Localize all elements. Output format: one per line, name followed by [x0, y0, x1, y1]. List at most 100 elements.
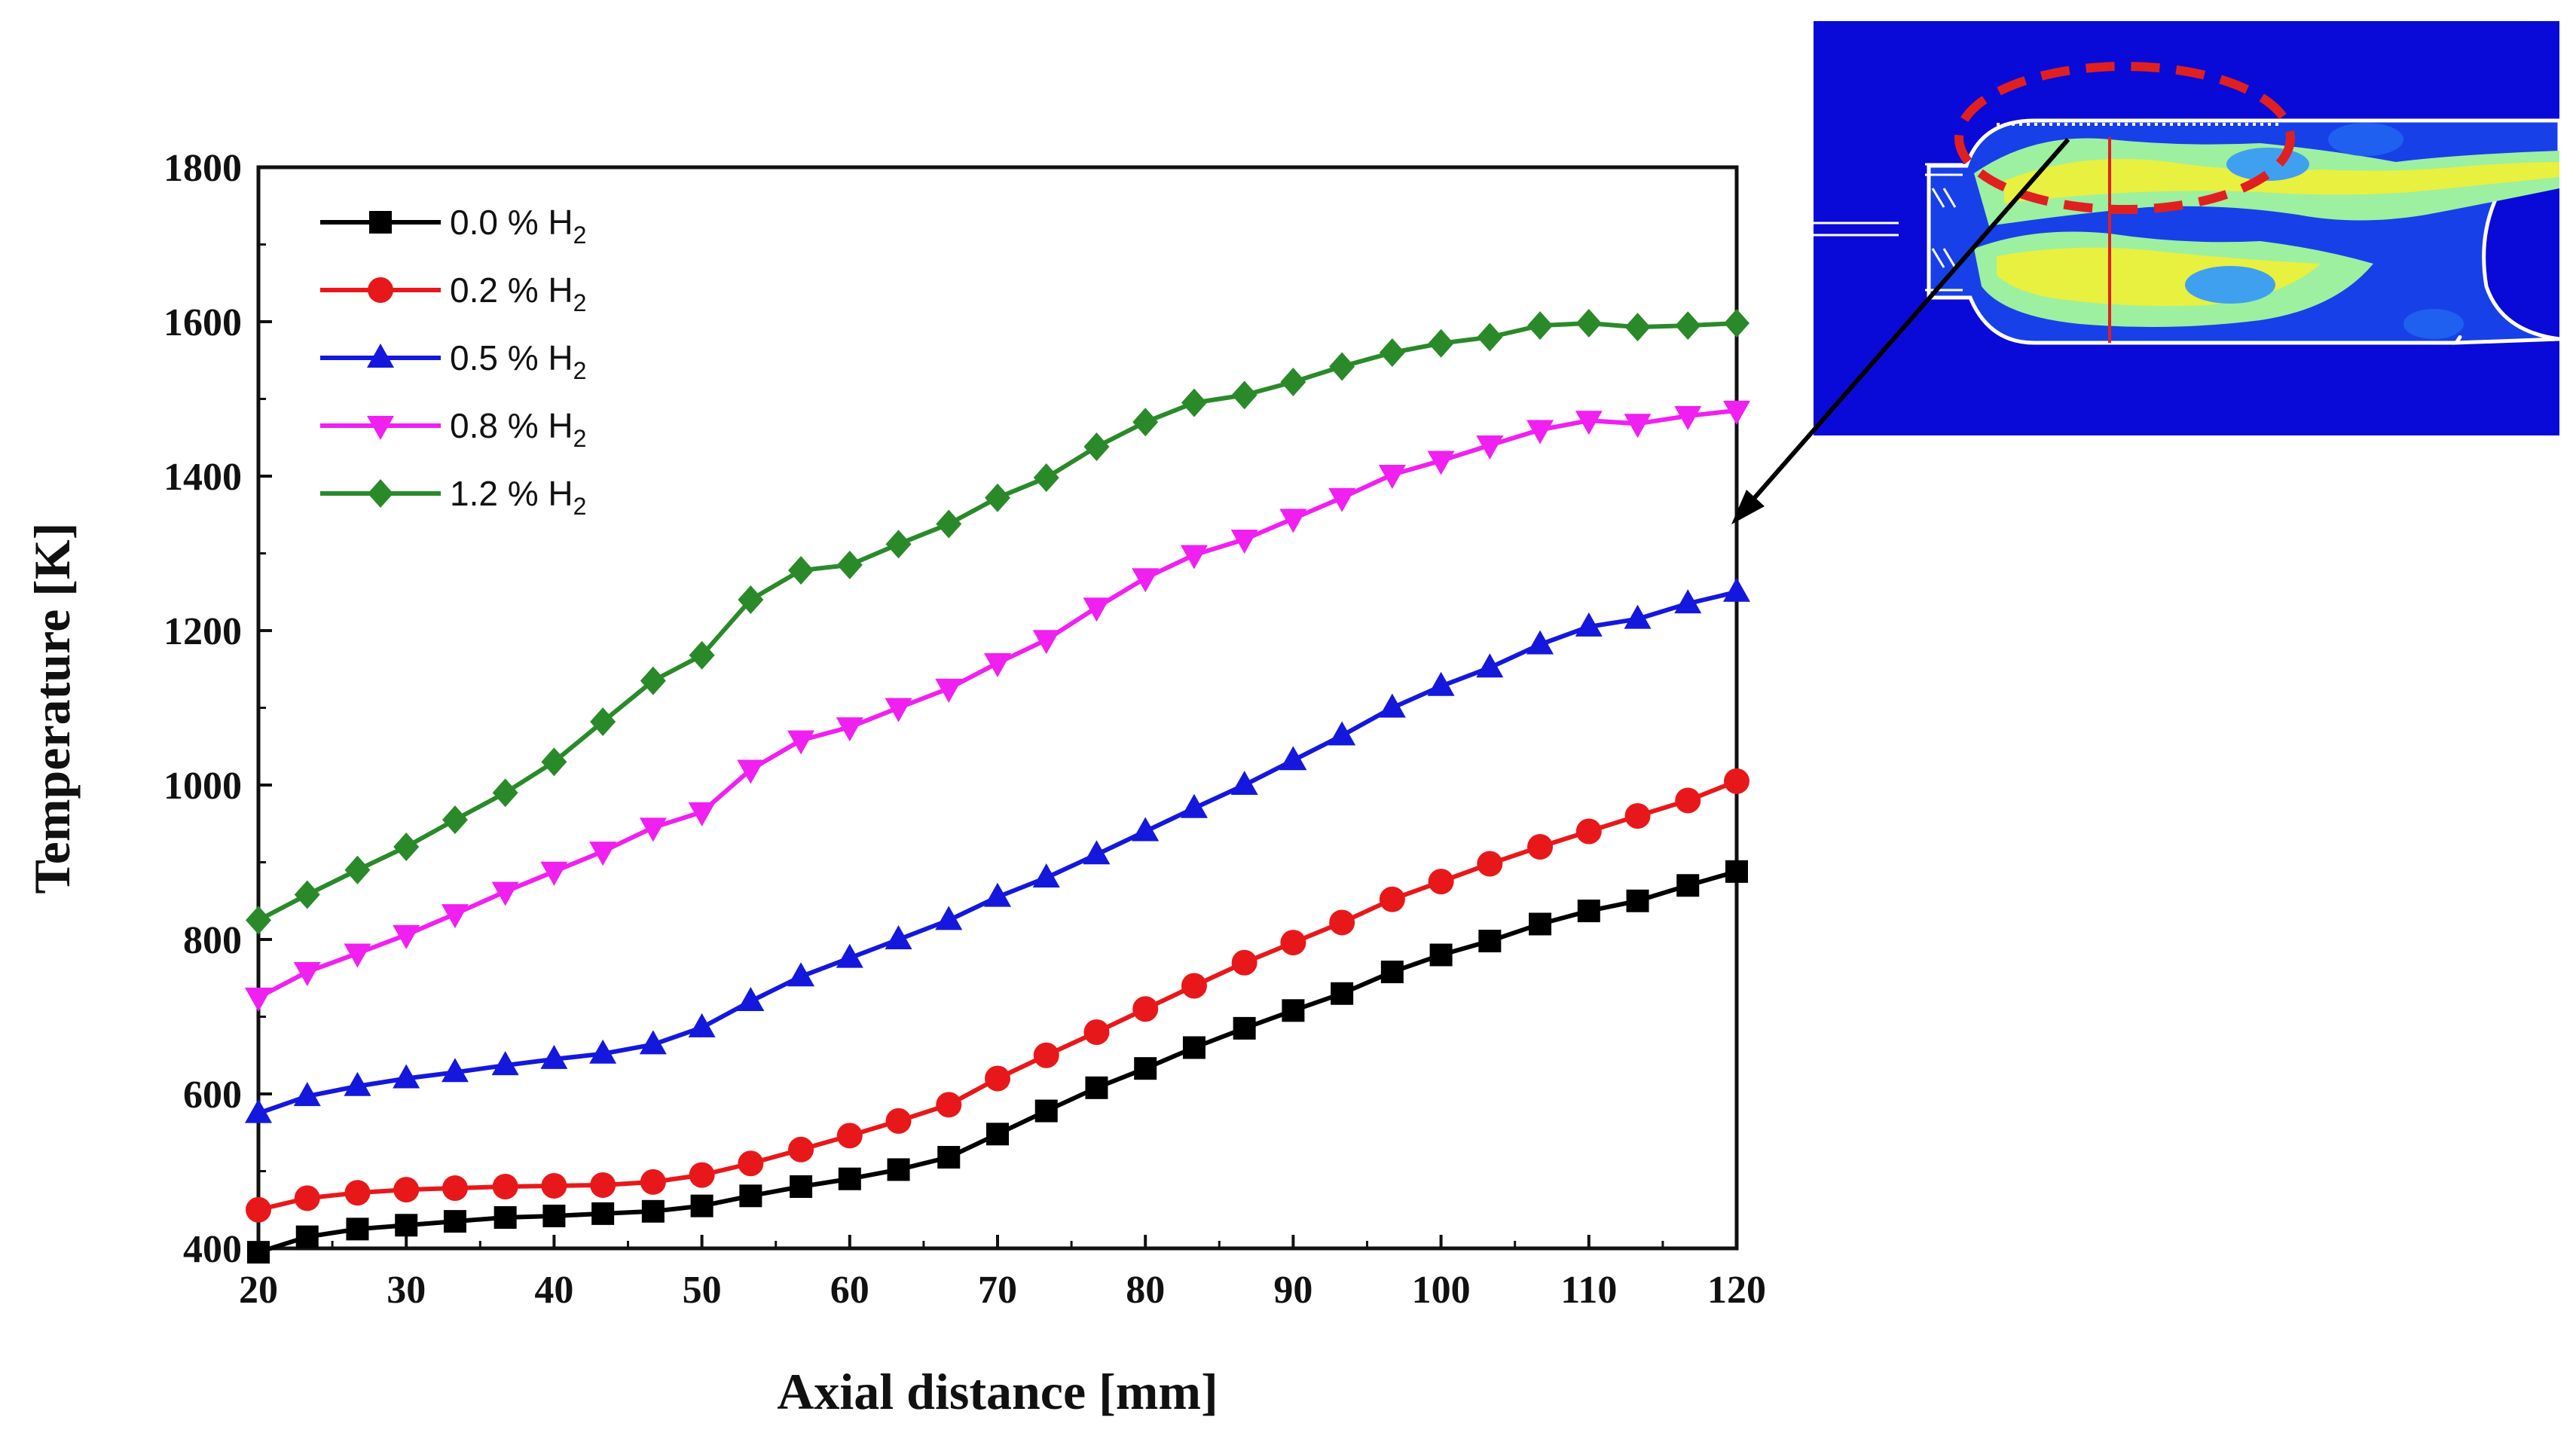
data-point	[1575, 818, 1602, 845]
data-point	[1132, 817, 1160, 842]
data-point	[1723, 400, 1750, 425]
data-point	[641, 1199, 665, 1223]
data-point	[1378, 464, 1406, 489]
x-tick-label: 80	[1126, 1269, 1165, 1312]
data-point	[639, 817, 667, 842]
data-point	[1379, 886, 1405, 912]
data-point	[1526, 420, 1554, 445]
data-point	[1282, 999, 1305, 1022]
data-point	[1723, 577, 1750, 602]
data-point	[937, 1146, 961, 1169]
data-point	[1674, 589, 1702, 614]
data-point	[1083, 1019, 1110, 1045]
data-point	[986, 1123, 1009, 1146]
data-point	[344, 943, 371, 968]
x-axis-title: Axial distance [mm]	[777, 1363, 1218, 1420]
data-point	[1083, 597, 1111, 622]
legend-entry: 0.0 % H2	[320, 203, 586, 249]
data-point	[1132, 568, 1160, 593]
series-4	[246, 309, 1749, 935]
data-point	[739, 1184, 762, 1208]
data-point	[1328, 721, 1356, 746]
data-point	[1427, 671, 1455, 696]
data-point	[1624, 414, 1652, 438]
legend-label: 0.5 % H2	[450, 338, 586, 384]
data-point	[935, 678, 963, 703]
data-point	[1675, 787, 1701, 814]
x-tick-label: 40	[534, 1269, 573, 1312]
data-point	[393, 1064, 420, 1089]
data-point	[984, 882, 1011, 907]
legend-entry: 1.2 % H2	[320, 474, 586, 520]
pointer-arrow	[1731, 138, 2070, 524]
data-point	[245, 987, 272, 1012]
y-tick-label: 1800	[163, 147, 242, 190]
data-point	[491, 881, 519, 906]
data-point	[1429, 943, 1453, 967]
data-point	[1032, 863, 1060, 888]
legend-marker	[368, 479, 393, 508]
x-tick-label: 60	[830, 1269, 869, 1312]
data-point	[738, 585, 764, 614]
data-point	[1725, 860, 1748, 883]
data-point	[344, 1071, 371, 1096]
data-point	[1279, 746, 1307, 771]
data-point	[787, 962, 815, 987]
data-point	[442, 1175, 468, 1202]
data-point	[245, 1098, 272, 1123]
x-tick-label: 30	[387, 1269, 426, 1312]
data-point	[1329, 352, 1355, 381]
data-point	[1676, 874, 1700, 897]
data-point	[1624, 604, 1652, 629]
data-point	[984, 653, 1011, 678]
data-point	[1724, 309, 1749, 338]
data-point	[1675, 311, 1701, 341]
data-point	[1034, 1099, 1058, 1123]
data-point	[1182, 1036, 1205, 1059]
y-tick-label: 800	[183, 919, 242, 962]
x-tick-label: 70	[978, 1269, 1017, 1312]
legend-marker	[368, 277, 393, 303]
data-point	[1476, 435, 1504, 460]
data-point	[441, 904, 469, 929]
data-point	[346, 1217, 369, 1241]
data-point	[1624, 803, 1651, 829]
legend-entry: 0.2 % H2	[320, 270, 586, 316]
data-point	[1527, 311, 1554, 341]
data-point	[246, 1196, 271, 1223]
data-point	[1181, 388, 1207, 417]
data-point	[1527, 834, 1554, 860]
data-point	[1529, 912, 1552, 936]
data-point	[294, 1185, 320, 1211]
data-point	[1033, 1042, 1059, 1068]
data-point	[885, 925, 912, 949]
series-layer	[245, 309, 1750, 1264]
data-point	[494, 1206, 517, 1229]
data-point	[1032, 630, 1060, 655]
data-point	[540, 1044, 568, 1069]
data-point	[393, 1177, 420, 1203]
data-point	[541, 747, 567, 777]
data-point	[1380, 961, 1404, 984]
swirler-icon	[1814, 163, 1963, 292]
data-point	[1526, 630, 1554, 655]
data-point	[1575, 309, 1602, 338]
data-point	[985, 483, 1010, 512]
data-point	[1280, 367, 1306, 396]
data-point	[639, 1030, 667, 1055]
data-point	[887, 1158, 910, 1181]
data-point	[1083, 432, 1110, 462]
cfd-contour-inset	[1814, 21, 2562, 435]
data-point	[836, 1123, 863, 1149]
recirculation-vortex-exit	[2403, 309, 2464, 339]
data-point	[936, 509, 962, 539]
data-point	[247, 1241, 270, 1264]
data-point	[787, 730, 815, 755]
data-point	[640, 666, 666, 695]
data-point	[1575, 411, 1603, 435]
data-point	[293, 962, 321, 987]
legend-label: 0.8 % H2	[450, 406, 586, 452]
data-point	[1476, 653, 1504, 678]
data-point	[1280, 930, 1306, 956]
legend-label: 1.2 % H2	[450, 474, 586, 520]
